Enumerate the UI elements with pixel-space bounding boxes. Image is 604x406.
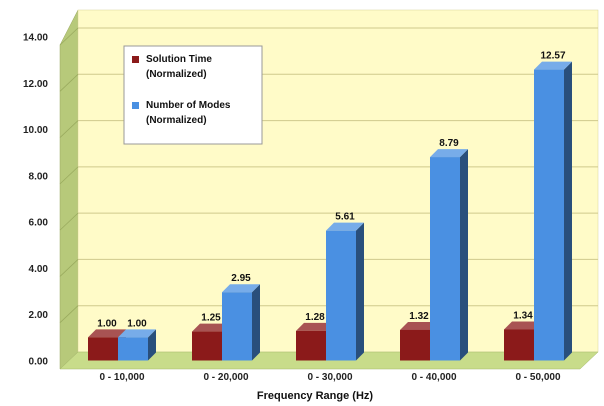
y-tick-label: 4.00 [29,264,49,275]
bar-top [222,284,260,293]
bar-side [148,329,156,361]
x-axis-categories: 0 - 10,000 0 - 20,000 0 - 30,000 0 - 40,000… [99,372,560,383]
gridline-side [59,73,79,92]
y-tick-label: 2.00 [29,310,49,321]
y-tick-label: 0.00 [29,357,49,368]
bar-top [296,322,334,331]
bar [430,149,468,361]
y-tick-label: 8.00 [29,171,49,182]
bar-top [400,321,438,330]
x-tick-label: 0 - 40,000 [411,372,456,383]
legend: Solution Time (Normalized) Number of Modes… [123,45,263,145]
x-tick-label: 0 - 20,000 [203,372,248,383]
bar-front [326,230,356,361]
data-label: 2.95 [231,273,251,284]
bar-side [356,222,364,361]
side-wall [59,9,79,370]
data-label: 1.28 [305,312,325,323]
bar-top [430,149,468,158]
bar-top [88,329,126,338]
bar-front [430,157,460,361]
data-label: 1.34 [513,310,533,321]
gridline-side [59,259,79,277]
gridline-side [59,212,79,231]
x-axis-title: Frequency Range (Hz) [257,390,373,402]
bar-top [192,323,230,332]
bar-front [88,337,118,361]
bar [222,284,260,361]
y-tick-label: 10.00 [23,125,48,136]
bar [534,61,572,361]
x-tick-label: 0 - 50,000 [515,372,560,383]
gridline-side [59,120,79,138]
y-axis-ticks: 0.00 2.00 4.00 6.00 8.00 10.00 12.00 14.00 [23,33,48,368]
bar-side [564,61,572,361]
bar [118,329,156,361]
bar-side [460,149,468,361]
bars [88,61,572,361]
gridline-side [59,166,79,185]
legend-box [123,45,263,145]
bar-front [118,337,148,361]
bar-top [504,321,542,330]
legend-swatch [132,102,139,109]
bar [326,222,364,361]
data-label: 1.00 [127,318,147,329]
gridline-side [59,27,79,46]
data-label: 1.00 [97,318,117,329]
legend-label: (Normalized) [146,69,207,80]
bar-top [118,329,156,338]
bar-front [296,330,326,361]
bar-front [400,329,430,361]
data-label: 12.57 [540,51,565,62]
data-label: 1.32 [409,311,429,322]
y-tick-label: 12.00 [23,79,48,90]
bar-side [252,284,260,361]
legend-swatch [132,56,139,63]
bar-front [534,69,564,361]
bar-top [534,61,572,70]
bar-top [326,222,364,231]
legend-label: Solution Time [146,54,212,65]
y-tick-label: 14.00 [23,33,48,44]
bar-front [192,331,222,361]
data-labels: 1.00 1.00 1.25 2.95 1.28 5.61 1.32 8.79 1.34 12.5… [97,51,566,330]
gridline-side [59,305,79,324]
y-tick-label: 6.00 [29,218,49,229]
legend-label: Number of Modes [146,100,231,111]
bar-front [504,329,534,361]
x-tick-label: 0 - 30,000 [307,372,352,383]
data-label: 8.79 [439,138,459,149]
data-label: 1.25 [201,313,221,324]
data-label: 5.61 [335,212,355,223]
bar-front [222,292,252,361]
legend-label: (Normalized) [146,115,207,126]
x-tick-label: 0 - 10,000 [99,372,144,383]
